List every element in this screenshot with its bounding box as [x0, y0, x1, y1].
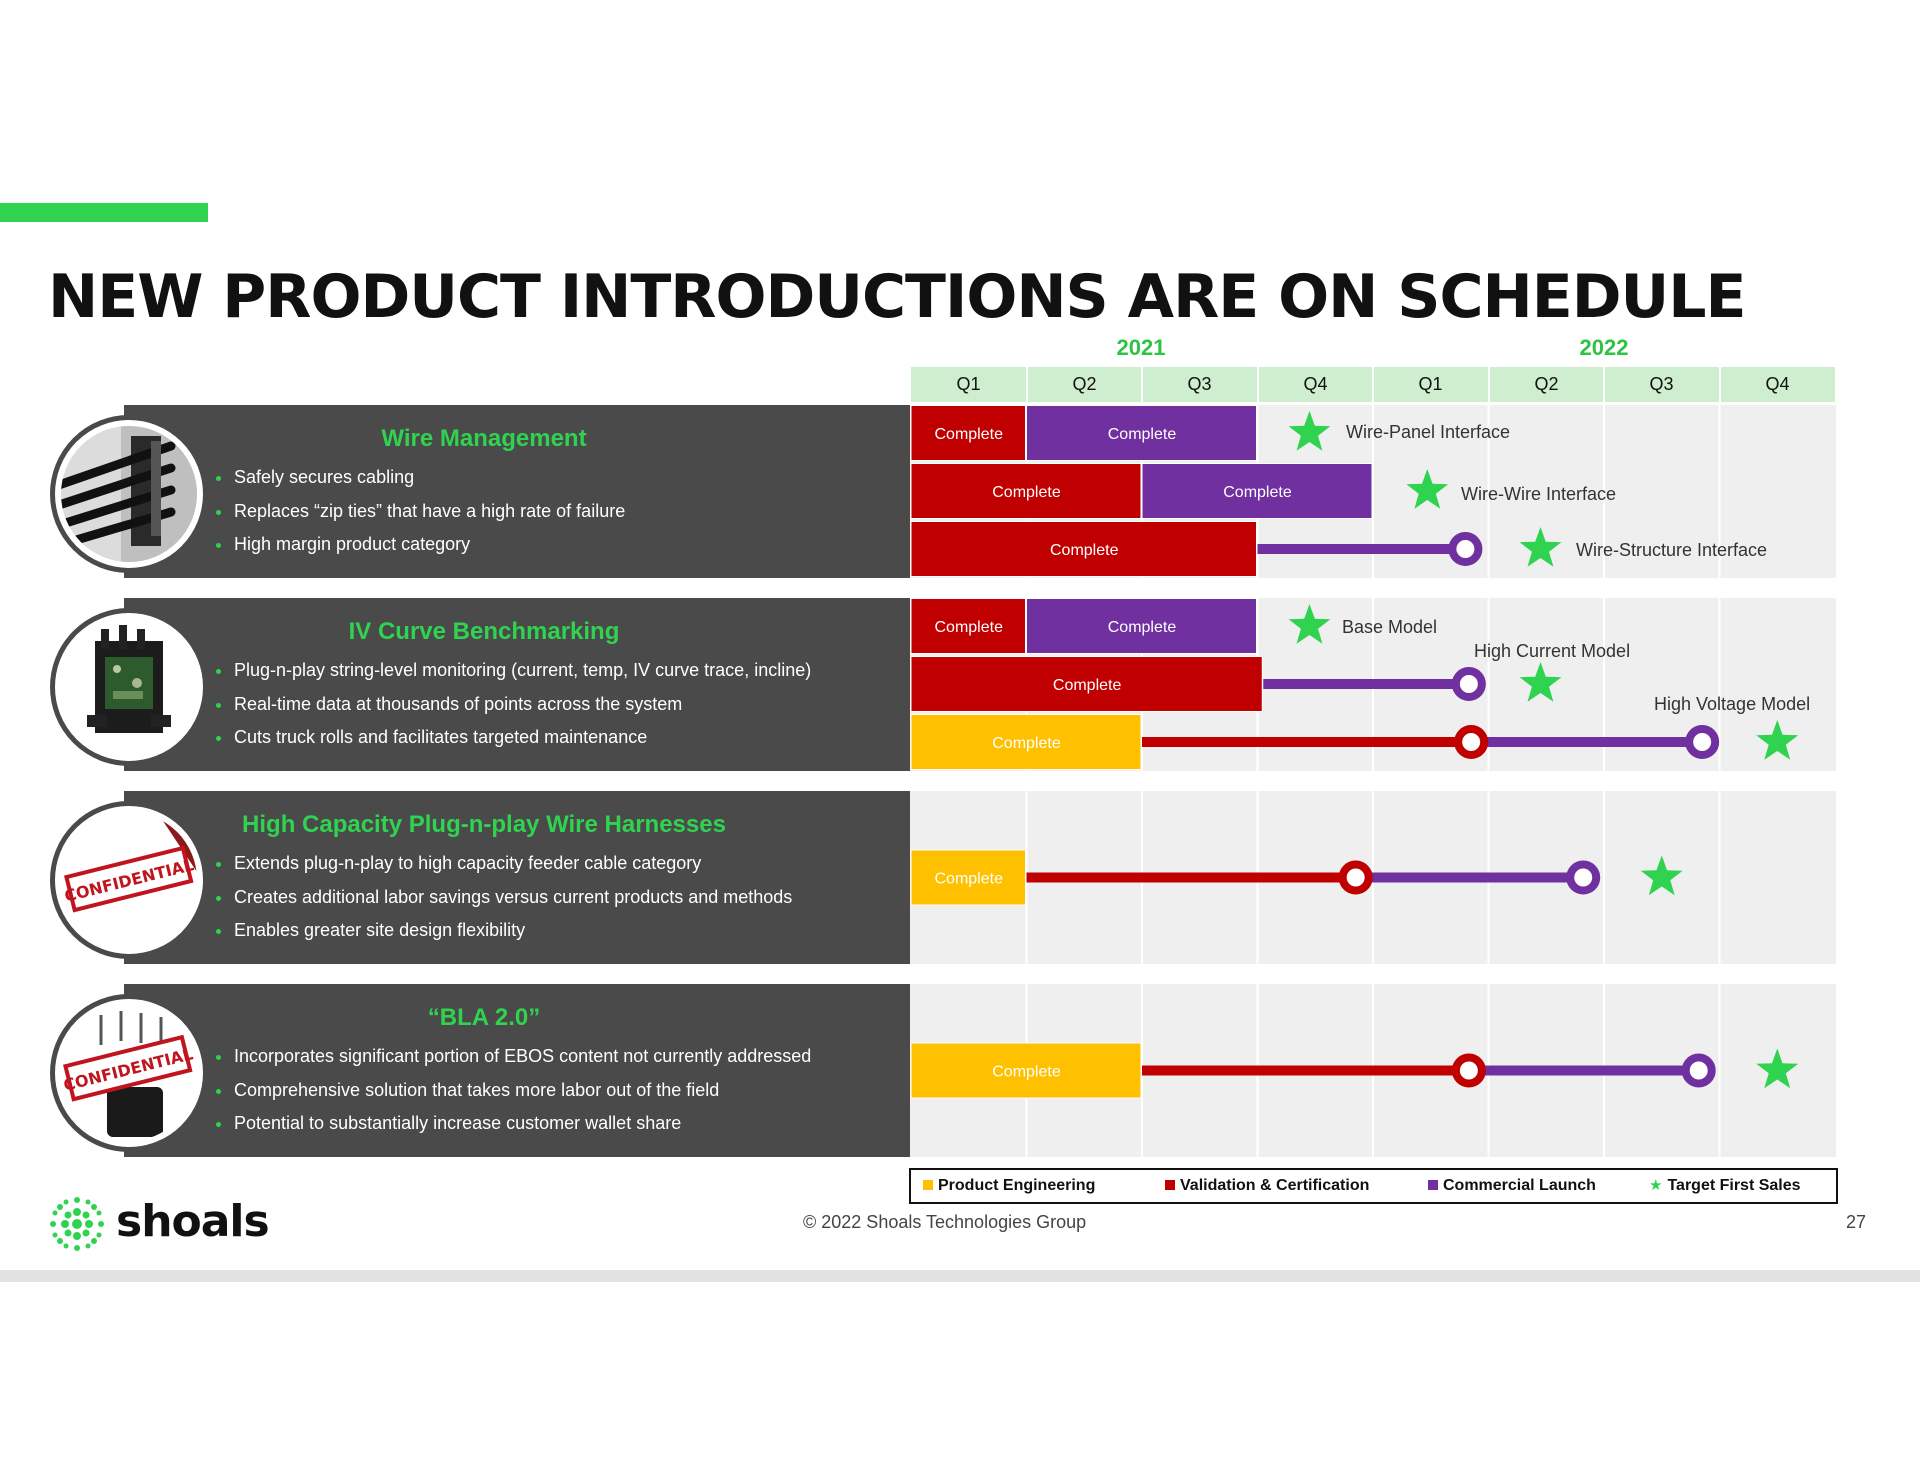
quarter-2022-q4: Q4	[1765, 374, 1790, 394]
section-panel-iv-curve: IV Curve Benchmarking Plug-n-play string…	[124, 598, 910, 771]
bullet-item: Replaces “zip ties” that have a high rat…	[216, 495, 625, 529]
timeline-grid-iv-curve	[910, 598, 1836, 771]
year-label-2021: 2021	[1116, 335, 1166, 360]
legend-item-target-first-sales: ★ Target First Sales	[1649, 1177, 1801, 1194]
brand-name: shoals	[116, 1196, 270, 1247]
section-panel-wire-management: Wire Management Safely secures cabling R…	[124, 405, 910, 578]
bullet-list: Extends plug-n-play to high capacity fee…	[216, 847, 792, 948]
bullet-item: Comprehensive solution that takes more l…	[216, 1074, 811, 1108]
section-heading: Wire Management	[381, 425, 587, 452]
legend-item-commercial-launch: Commercial Launch	[1428, 1170, 1596, 1202]
bullet-item: Cuts truck rolls and facilitates targete…	[216, 721, 811, 755]
quarter-2021-q1: Q1	[956, 374, 981, 394]
timeline-grid-high-capacity	[910, 791, 1836, 964]
quarter-2022-q3: Q3	[1649, 374, 1674, 394]
title-accent-bar	[0, 203, 208, 222]
section-panel-high-capacity: High Capacity Plug-n-play Wire Harnesses…	[124, 791, 910, 964]
quarter-2022-q1: Q1	[1418, 374, 1443, 394]
section-panel-bla: “BLA 2.0” Incorporates significant porti…	[124, 984, 910, 1157]
confidential-stamp-photo: CONFIDENTIAL	[50, 801, 208, 959]
footer-divider	[0, 1270, 1920, 1282]
legend-square-icon	[1428, 1180, 1438, 1190]
bullet-list: Incorporates significant portion of EBOS…	[216, 1040, 811, 1141]
quarter-header: Q1 Q2 Q3 Q4 Q1 Q2 Q3 Q4	[911, 367, 1835, 402]
bullet-list: Safely secures cabling Replaces “zip tie…	[216, 461, 625, 562]
section-heading: IV Curve Benchmarking	[348, 618, 620, 645]
quarter-2021-q4: Q4	[1303, 374, 1328, 394]
bullet-item: Creates additional labor savings versus …	[216, 881, 792, 915]
quarter-2021-q2: Q2	[1072, 374, 1097, 394]
legend-square-icon	[1165, 1180, 1175, 1190]
quarter-2022-q2: Q2	[1534, 374, 1559, 394]
page-title: NEW PRODUCT INTRODUCTIONS ARE ON SCHEDUL…	[48, 262, 1746, 332]
shoals-logo: shoals	[46, 1192, 286, 1256]
bullet-item: High margin product category	[216, 528, 625, 562]
bullet-item: Potential to substantially increase cust…	[216, 1107, 811, 1141]
legend-item-product-engineering: Product Engineering	[923, 1170, 1095, 1202]
year-label-2022: 2022	[1579, 335, 1629, 360]
bullet-item: Incorporates significant portion of EBOS…	[216, 1040, 811, 1074]
bullet-list: Plug-n-play string-level monitoring (cur…	[216, 654, 811, 755]
bullet-item: Plug-n-play string-level monitoring (cur…	[216, 654, 811, 688]
bullet-item: Safely secures cabling	[216, 461, 625, 495]
section-heading: High Capacity Plug-n-play Wire Harnesses	[242, 811, 726, 838]
circuit-board-photo	[50, 608, 208, 766]
legend-square-icon	[923, 1180, 933, 1190]
legend-item-validation-certification: Validation & Certification	[1165, 1170, 1369, 1202]
timeline-grid-wire-management	[910, 405, 1836, 578]
bullet-item: Real-time data at thousands of points ac…	[216, 688, 811, 722]
bullet-item: Enables greater site design flexibility	[216, 914, 792, 948]
copyright: © 2022 Shoals Technologies Group	[803, 1212, 1087, 1232]
legend: Product Engineering Validation & Certifi…	[909, 1168, 1838, 1204]
confidential-stamp-photo: CONFIDENTIAL	[50, 994, 208, 1152]
star-icon: ★	[1649, 1177, 1663, 1194]
quarter-2021-q3: Q3	[1187, 374, 1212, 394]
shoals-dot-flower-logo-icon	[50, 1197, 104, 1251]
page-number: 27	[1846, 1212, 1867, 1232]
section-heading: “BLA 2.0”	[427, 1004, 541, 1031]
wire-clip-photo	[50, 415, 208, 573]
timeline-grid-bla	[910, 984, 1836, 1157]
bullet-item: Extends plug-n-play to high capacity fee…	[216, 847, 792, 881]
